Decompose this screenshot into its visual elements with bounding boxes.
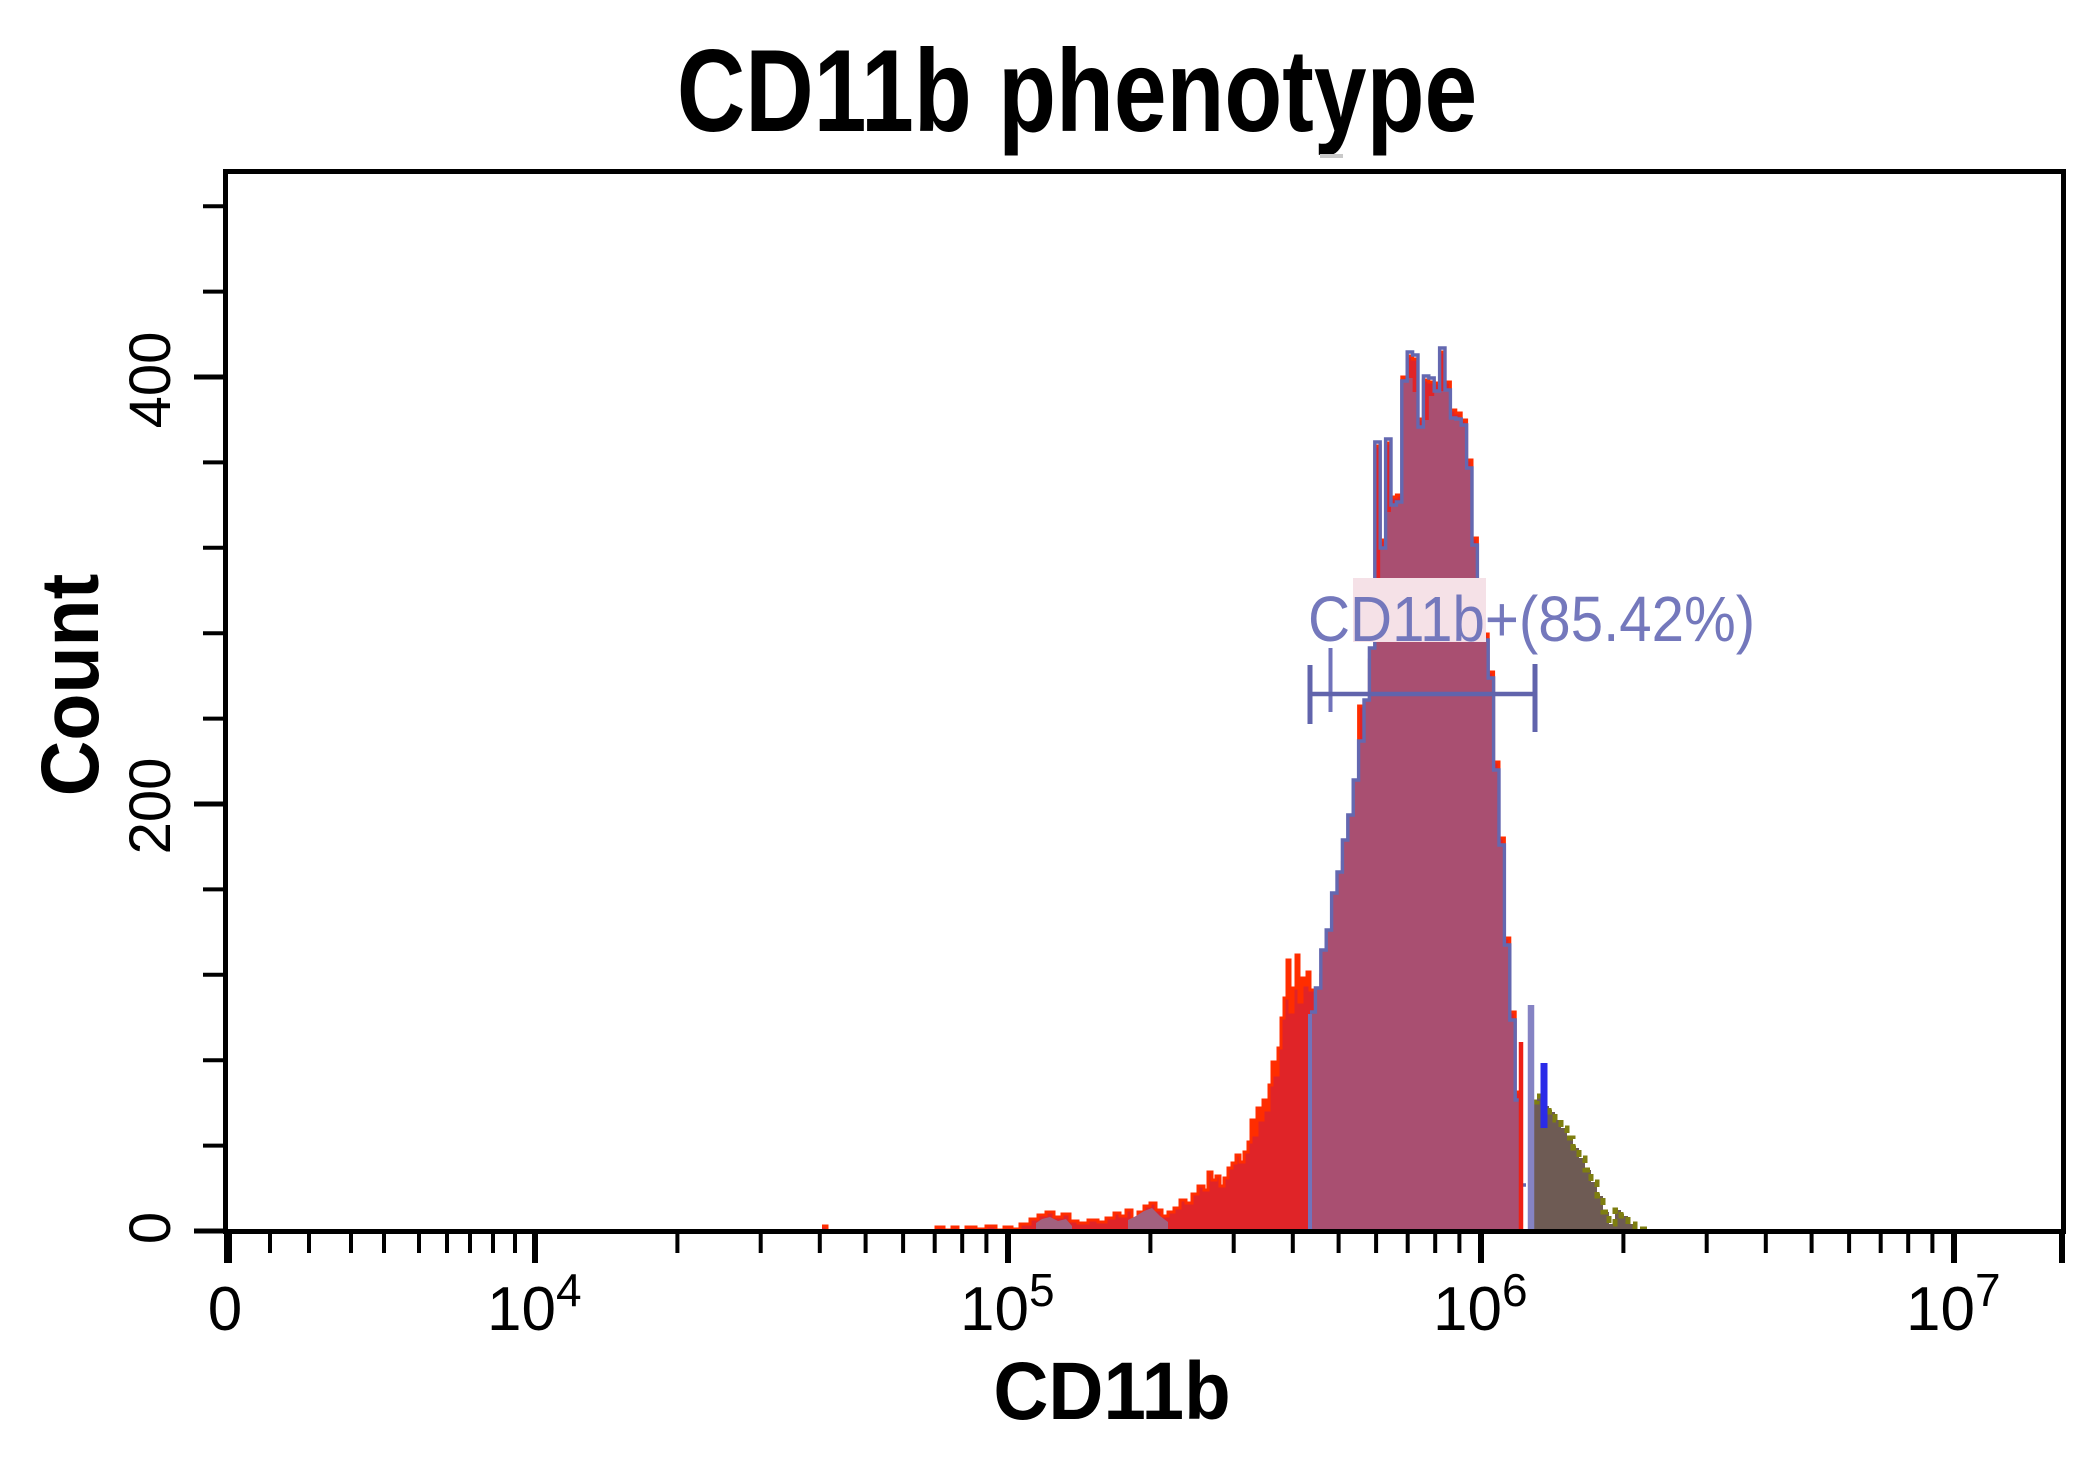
svg-text:105: 105 — [960, 1264, 1055, 1344]
svg-text:Count: Count — [24, 574, 116, 797]
svg-text:CD11b phenotype: CD11b phenotype — [677, 26, 1477, 157]
svg-text:0: 0 — [118, 1212, 183, 1244]
svg-text:CD11b+(85.42%): CD11b+(85.42%) — [1308, 583, 1755, 654]
svg-text:200: 200 — [118, 758, 183, 855]
svg-text:CD11b: CD11b — [993, 1344, 1230, 1436]
svg-text:400: 400 — [118, 332, 183, 429]
svg-text:0: 0 — [208, 1275, 242, 1344]
